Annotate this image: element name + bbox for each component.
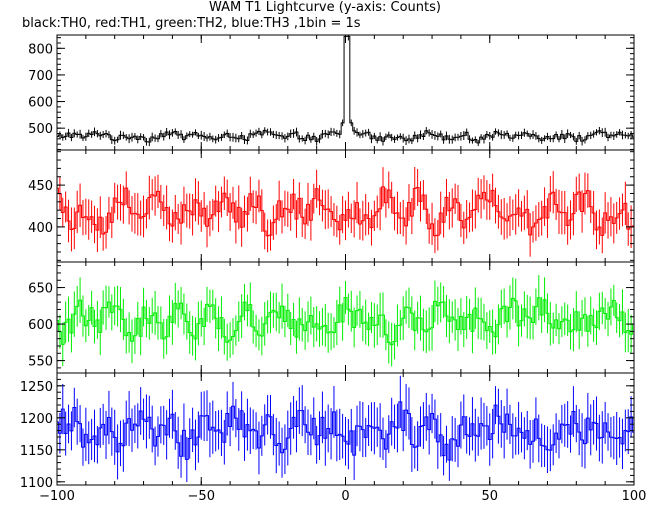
chart-title: WAM T1 Lightcurve (y-axis: Counts)	[209, 0, 441, 15]
y-tick-label: 500	[28, 122, 53, 137]
series-th3	[57, 375, 634, 482]
y-tick-label: 600	[28, 96, 53, 111]
y-tick-label: 600	[28, 318, 53, 333]
panel-frame	[56, 34, 635, 151]
y-tick-label: 450	[28, 179, 53, 194]
y-tick-label: 650	[28, 282, 53, 297]
x-tick-label: −100	[39, 489, 75, 504]
x-tick-label: 0	[341, 489, 349, 504]
y-tick-label: 700	[28, 69, 53, 84]
x-tick-label: 100	[622, 489, 647, 504]
panel-th1: 400 450	[28, 149, 635, 263]
panel-th2: 550 600 650	[28, 261, 635, 374]
panel-th3: 1100 1150 1200 1250	[20, 372, 635, 491]
y-tick-label: 1100	[20, 476, 53, 491]
series-th0	[57, 35, 634, 147]
y-tick-label: 550	[28, 355, 53, 370]
x-tick-label: −50	[188, 489, 215, 504]
y-tick-label: 400	[28, 221, 53, 236]
series-line-th0	[57, 35, 634, 144]
series-th2	[57, 275, 634, 367]
y-tick-label: 1150	[20, 444, 53, 459]
x-tick-label: 50	[481, 489, 498, 504]
panel-th0: 500 600 700 800	[28, 34, 635, 151]
y-tick-label: 800	[28, 42, 53, 57]
y-tick-label: 1200	[20, 412, 53, 427]
y-tick-label: 1250	[20, 380, 53, 395]
series-th1	[57, 167, 634, 257]
chart-subtitle: black:TH0, red:TH1, green:TH2, blue:TH3 …	[22, 16, 361, 31]
